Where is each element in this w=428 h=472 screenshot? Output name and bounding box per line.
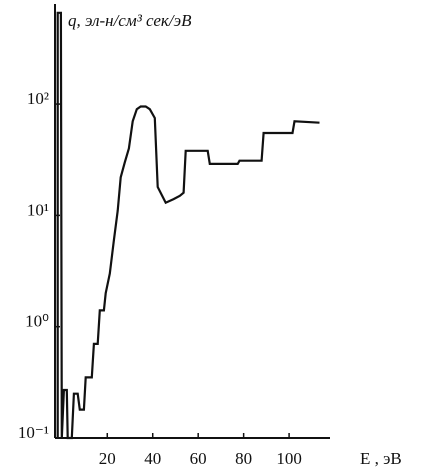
x-tick-label: 80 [235,449,252,468]
y-tick-label: 10⁻¹ [18,423,49,442]
data-line [56,11,320,440]
y-axis-label: q, эл-н/см³ сек/эВ [68,11,192,30]
y-tick-label: 10⁰ [25,312,49,331]
x-tick-label: 60 [190,449,207,468]
x-tick-label: 40 [144,449,161,468]
x-axis-label: E , эВ [360,449,402,468]
x-tick-label: 100 [276,449,302,468]
y-tick-label: 10¹ [27,200,49,219]
x-tick-label: 20 [99,449,116,468]
y-tick-label: 10² [27,89,49,108]
